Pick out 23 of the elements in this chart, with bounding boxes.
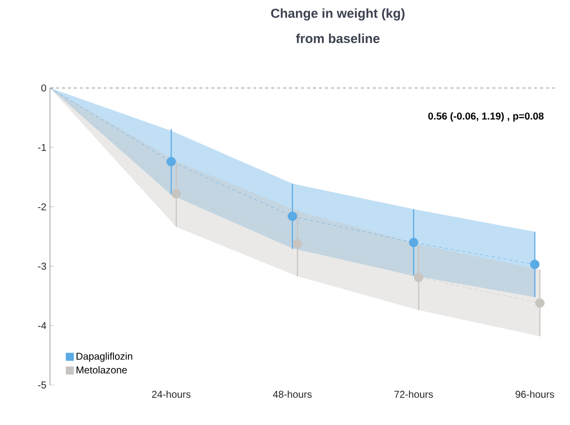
y-tick-label: -1: [38, 144, 46, 151]
x-tick-label: 24-hours: [152, 390, 190, 398]
point: [414, 272, 424, 282]
point: [288, 212, 298, 222]
y-tick-label: 0: [41, 84, 46, 92]
y-tick-label: -3: [38, 262, 46, 270]
point: [172, 189, 181, 198]
legend-label: Dapagliflozin: [76, 352, 132, 362]
point: [292, 238, 302, 248]
legend-label: Metolazone: [76, 366, 127, 374]
x-tick-label: 96-hours: [516, 390, 554, 398]
chart-title: Change in weight (kg): [271, 8, 404, 20]
point: [408, 238, 418, 248]
y-tick-label: -5: [38, 382, 46, 388]
y-tick-label: -4: [38, 322, 46, 330]
annotation: 0.56 (-0.06, 1.19) , p=0.08: [428, 112, 544, 122]
x-tick-label: 72-hours: [394, 390, 433, 398]
point: [166, 156, 176, 166]
point: [530, 260, 540, 270]
y-tick-label: -2: [38, 203, 46, 210]
chart-subtitle: from baseline: [296, 34, 380, 44]
x-tick-label: 48-hours: [272, 390, 312, 398]
point: [535, 298, 545, 308]
